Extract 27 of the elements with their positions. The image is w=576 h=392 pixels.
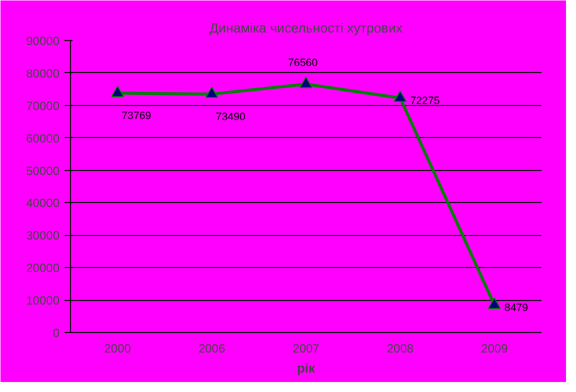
x-tick-label: 2008 <box>386 342 414 356</box>
point <box>300 76 312 88</box>
point <box>111 86 124 98</box>
data-label: 73769 <box>122 110 152 122</box>
y-tick-label: 20000 <box>26 261 60 276</box>
x-tick-label: 2006 <box>198 342 226 356</box>
y-tick-label: 60000 <box>26 131 60 146</box>
data-label: 76560 <box>288 57 318 70</box>
y-tick-label: 40000 <box>26 196 60 210</box>
y-tick-label: 50000 <box>26 164 60 178</box>
point <box>394 90 407 102</box>
data-label: 8479 <box>504 302 528 314</box>
y-tick-label: 30000 <box>26 228 60 243</box>
point <box>488 298 501 309</box>
x-axis-title: рік <box>296 360 316 376</box>
y-tick-label: 10000 <box>26 294 60 308</box>
y-tick-label: 80000 <box>26 66 60 80</box>
x-tick-label: 2007 <box>292 342 320 356</box>
point <box>205 86 218 98</box>
x-tick-label: 2009 <box>481 342 508 356</box>
data-label: 72275 <box>410 95 440 108</box>
chart-title: Динаміка чисельності хутрових <box>210 20 403 36</box>
y-tick-label: 90000 <box>26 34 60 48</box>
x-tick-label: 2000 <box>104 342 132 356</box>
y-tick-label: 70000 <box>26 98 60 113</box>
data-label: 73490 <box>216 111 246 124</box>
y-tick-label: 0 <box>52 326 60 340</box>
